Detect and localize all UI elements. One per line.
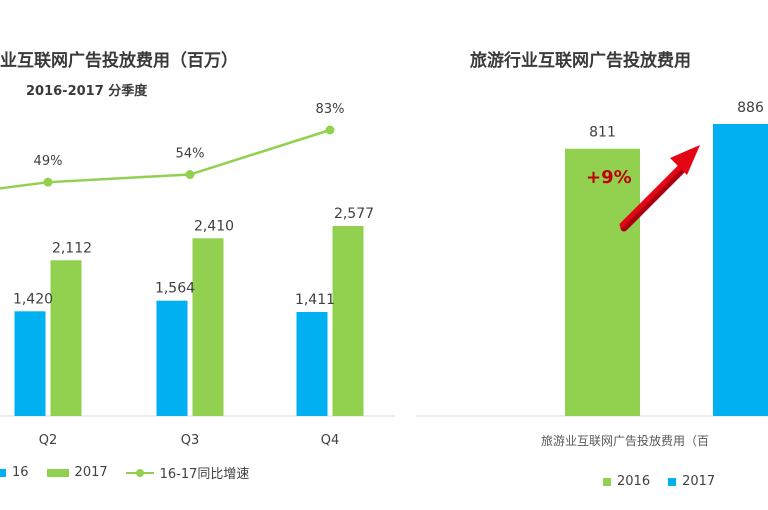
legend-swatch-2016 <box>0 468 6 477</box>
legend-swatch-2017 <box>668 477 677 486</box>
data-label-2016-q2: 1,420 <box>13 291 53 307</box>
quarterly-chart-subtitle: 2016-2017 分季度 <box>26 84 148 99</box>
bar-2016 <box>565 148 640 416</box>
legend-label-2017: 2017 <box>74 465 108 480</box>
bar-2016-q4 <box>296 311 328 416</box>
legend-label-2016: 2016 <box>617 474 651 489</box>
legend-swatch-growth <box>125 468 154 478</box>
growth-point-q2 <box>43 177 53 187</box>
quarterly-chart-title: 业互联网广告投放费用（百万） <box>0 51 238 71</box>
data-label-2016-q3: 1,564 <box>155 281 195 297</box>
data-label-2017-q4: 2,577 <box>334 206 374 222</box>
quarterly-chart-legend: 16 2017 16-17同比增速 <box>0 463 267 482</box>
growth-label-q2: 49% <box>34 154 63 169</box>
bar-2016-q2 <box>14 311 46 416</box>
growth-line <box>0 128 331 190</box>
tick-label-q2: Q2 <box>39 433 58 448</box>
bar-2016-q3 <box>156 300 188 416</box>
legend-item-2017: 2017 <box>46 465 108 480</box>
data-label-2017-q2: 2,112 <box>52 240 92 256</box>
legend-swatch-2016 <box>603 477 611 486</box>
quarterly-chart-plot: 1,420 2,112 Q2 1,564 2,410 Q3 1,411 2,577 Q4 49% 5… <box>0 102 395 448</box>
growth-point-q4 <box>325 125 335 135</box>
legend-label-2016: 16 <box>12 465 29 480</box>
annual-chart-axis-caption: 旅游业互联网广告投放费用（百 <box>541 434 710 448</box>
bar-2017-q2 <box>50 260 82 416</box>
legend-label-2017: 2017 <box>682 474 716 489</box>
bar-2017-q4 <box>332 226 364 416</box>
growth-arrow-head <box>670 145 700 175</box>
legend-item-2016: 2016 <box>603 474 650 489</box>
tick-label-q3: Q3 <box>181 433 200 448</box>
annual-chart-plot: 811 886 <box>416 100 768 417</box>
growth-arrow-shaft-shadow <box>620 164 688 232</box>
data-label-2016-q4: 1,411 <box>295 292 335 308</box>
bar-2017 <box>713 124 768 416</box>
growth-arrow-shaft <box>619 162 685 228</box>
legend-item-growth: 16-17同比增速 <box>125 463 250 482</box>
growth-annotation: +9% <box>586 167 632 188</box>
annual-chart-title: 旅游行业互联网广告投放费用 <box>470 51 691 71</box>
growth-label-q3: 54% <box>176 147 205 162</box>
tick-label-q4: Q4 <box>321 433 340 448</box>
data-label-2017-q3: 2,410 <box>194 218 234 234</box>
growth-point-q3 <box>185 170 195 180</box>
annual-chart-panel: 旅游行业互联网广告投放费用 811 886 +9% 旅游业互联网广告投放费用（百 … <box>410 0 768 510</box>
legend-item-2016: 16 <box>0 465 29 480</box>
legend-item-2017: 2017 <box>668 474 715 489</box>
legend-swatch-2017 <box>46 468 69 477</box>
bar-2017-q3 <box>192 238 224 416</box>
data-label-2016: 811 <box>589 125 616 141</box>
quarterly-chart-panel: 业互联网广告投放费用（百万） 2016-2017 分季度 1,420 2,112 Q… <box>0 51 395 482</box>
annual-chart-legend: 2016 2017 <box>603 474 733 489</box>
growth-label-q4: 83% <box>316 102 345 117</box>
legend-label-growth: 16-17同比增速 <box>159 467 250 482</box>
data-label-2017: 886 <box>737 100 764 116</box>
